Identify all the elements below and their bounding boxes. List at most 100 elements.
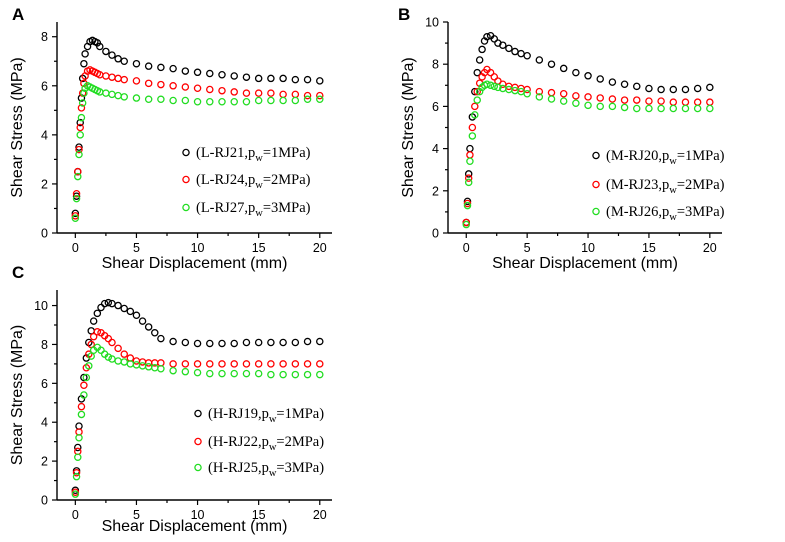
data-point [120,358,128,366]
data-point [486,81,495,90]
data-point [218,339,226,348]
y-tick-label: 4 [432,142,439,156]
data-point [206,97,214,106]
data-point [81,50,89,58]
data-point [463,201,472,210]
y-tick-label: 6 [41,79,48,93]
data-point [279,338,287,347]
data-point [657,85,665,94]
data-point [559,64,568,73]
y-tick-label: 8 [41,338,48,352]
data-point [547,88,556,97]
legend-marker [182,203,190,212]
y-tick-label: 2 [432,184,439,198]
legend-marker [194,437,202,446]
data-point [157,334,165,343]
y-tick-label: 4 [41,416,48,430]
data-point [76,118,84,127]
data-point [279,74,287,83]
y-axis-title: Shear Stress (MPa) [400,57,417,197]
data-point [267,370,275,379]
data-point [157,364,165,373]
data-point [132,94,141,102]
data-point [114,344,122,353]
data-point [596,94,604,102]
y-tick-label: 10 [34,299,48,313]
y-tick-label: 2 [41,455,48,469]
data-point [218,71,226,79]
data-point [77,410,86,419]
x-tick-label: 15 [252,241,266,255]
data-point [206,69,214,78]
data-point [486,68,495,77]
data-point [608,102,617,111]
data-point [464,178,473,187]
data-point [104,353,113,361]
data-point [193,84,202,92]
data-point [181,360,190,368]
x-tick-label: 0 [72,508,79,522]
data-point [466,144,474,153]
data-point [535,56,544,64]
data-point [584,101,592,110]
data-point [596,75,604,83]
data-point [468,123,477,132]
data-point [523,52,531,60]
data-point [254,89,263,97]
x-tick-label: 0 [72,241,79,255]
data-point [267,360,275,368]
legend-marker [194,409,202,418]
data-point [316,95,324,104]
data-point [193,68,202,77]
x-tick-label: 10 [191,241,205,255]
data-point [218,97,226,106]
x-axis-title: Shear Displacement (mm) [102,518,288,535]
data-point [144,323,153,331]
data-point [181,83,190,91]
legend-label: (L-RJ27,pw=3MPa) [196,200,311,219]
data-point [608,78,617,86]
data-point [669,104,678,113]
data-point [120,350,128,358]
data-point [75,150,83,159]
data-point [279,96,287,105]
data-point [706,83,714,92]
data-point [218,86,226,95]
data-point [464,174,473,182]
data-point [254,74,263,83]
legend-label: (M-RJ20,pw=1MPa) [606,148,725,167]
x-tick-label: 20 [703,241,717,255]
legend-marker [592,151,600,160]
legend-label: (L-RJ24,pw=2MPa) [196,172,311,191]
data-point [132,361,141,369]
data-point [206,369,214,378]
data-point [89,332,98,341]
data-point [72,192,81,200]
data-point [572,68,580,77]
panel-letter: A [12,5,24,24]
data-point [72,189,81,198]
data-point [108,51,116,59]
data-point [242,360,251,368]
data-point [316,91,324,100]
data-point [80,89,88,97]
data-point [104,334,113,343]
data-point [126,307,135,316]
data-point [76,123,84,132]
data-point [468,132,477,140]
data-point [144,62,153,70]
x-tick-label: 5 [133,241,140,255]
data-point [291,360,300,368]
legend-marker [592,180,600,189]
series-l-rj27 [71,82,324,223]
data-point [114,74,122,83]
data-point [74,167,82,176]
data-point [120,304,128,313]
data-point [102,89,110,97]
y-tick-label: 0 [432,227,439,241]
data-point [291,370,300,379]
y-tick-label: 8 [432,58,439,72]
data-point [559,89,568,98]
data-point [93,309,102,318]
data-point [77,402,86,411]
